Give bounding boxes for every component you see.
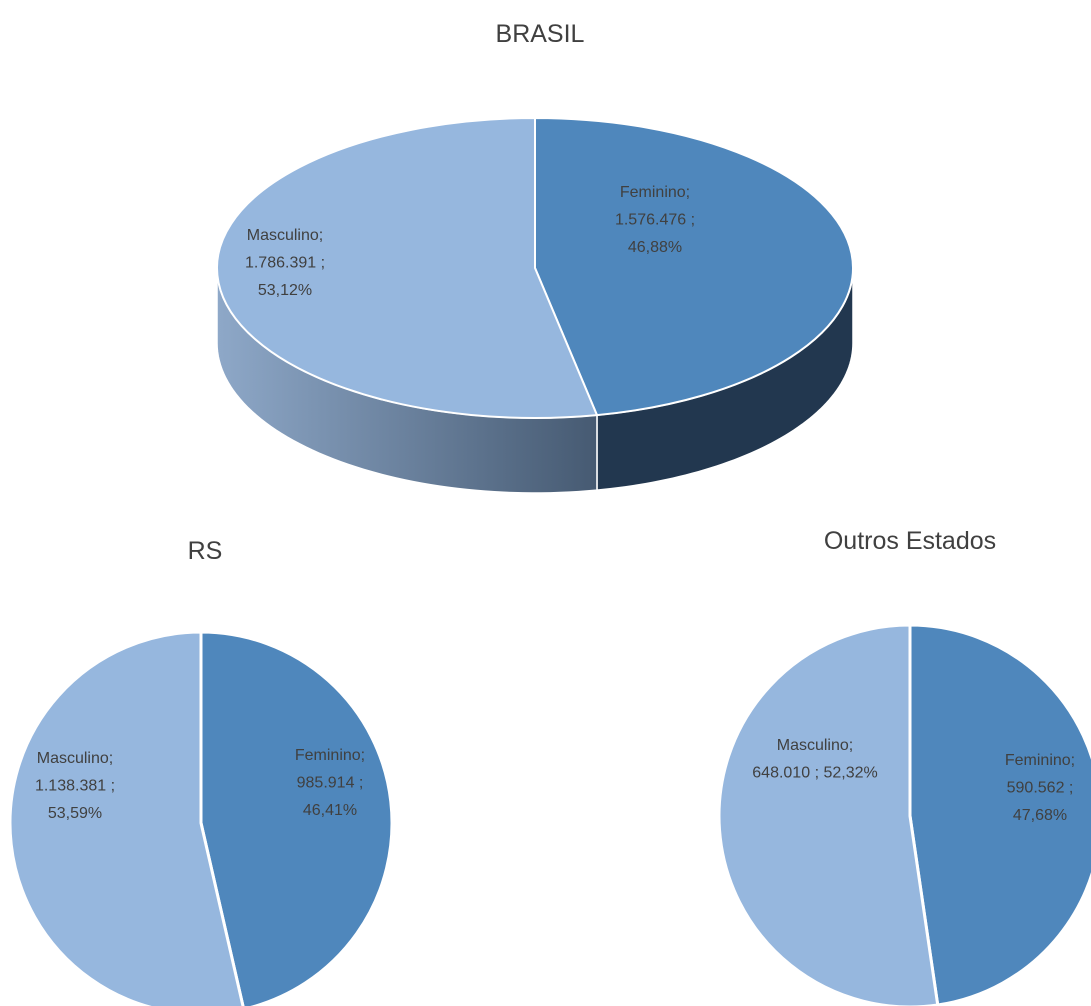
label-separator: ; — [691, 212, 695, 229]
label-line: Feminino; — [1005, 752, 1075, 769]
label-line: 53,59% — [48, 805, 102, 822]
pie-slice — [717, 623, 940, 1006]
label-separator: ; — [361, 747, 365, 764]
label-line: 53,12% — [258, 282, 312, 299]
label-separator: ; — [111, 778, 115, 795]
label-separator: ; — [1071, 752, 1075, 769]
label-separator: ; — [849, 737, 853, 754]
data-label: Masculino; 1.786.391 ; 53,12% — [245, 227, 325, 299]
label-value: 590.562 — [1007, 780, 1065, 797]
label-separator: ; — [321, 255, 325, 272]
label-percent: 46,41% — [303, 802, 357, 819]
label-line: 47,68% — [1013, 807, 1067, 824]
label-separator: ; — [686, 184, 690, 201]
label-category: Feminino — [620, 184, 686, 201]
label-value: 1.138.381 — [35, 778, 106, 795]
data-label: Feminino; 1.576.476 ; 46,88% — [615, 184, 695, 256]
label-line: 46,41% — [303, 802, 357, 819]
pie-slice — [199, 630, 394, 1006]
label-separator: ; — [319, 227, 323, 244]
label-separator: ; — [1069, 780, 1073, 797]
label-line: 590.562 ; — [1007, 780, 1074, 797]
label-category: Masculino — [247, 227, 319, 244]
label-line: Masculino; — [777, 737, 853, 754]
chart-title: BRASIL — [496, 20, 585, 48]
data-label: Feminino; 985.914 ; 46,41% — [295, 747, 365, 819]
label-line: 648.010 ; 52,32% — [752, 765, 877, 782]
label-separator: ; — [359, 775, 363, 792]
label-line: Masculino; — [247, 227, 323, 244]
label-value: 985.914 — [297, 775, 355, 792]
label-value: 1.786.391 — [245, 255, 316, 272]
label-line: 1.576.476 ; — [615, 212, 695, 229]
label-line: Feminino; — [620, 184, 690, 201]
label-category: Masculino — [777, 737, 849, 754]
label-line: 1.138.381 ; — [35, 778, 115, 795]
label-percent: 53,12% — [258, 282, 312, 299]
pie-slice — [216, 116, 599, 419]
label-value: 1.576.476 — [615, 212, 686, 229]
label-separator: ; — [815, 765, 819, 782]
pie-slice — [908, 623, 1091, 1006]
label-line: Feminino; — [295, 747, 365, 764]
pie-slice — [534, 116, 854, 417]
label-category: Feminino — [1005, 752, 1071, 769]
chart-title: Outros Estados — [824, 527, 996, 555]
data-label: Feminino; 590.562 ; 47,68% — [1005, 752, 1075, 824]
data-label: Masculino; 648.010 ; 52,32% — [752, 737, 877, 782]
pie-slice — [8, 630, 245, 1006]
label-line: 1.786.391 ; — [245, 255, 325, 272]
label-percent: 52,32% — [823, 765, 877, 782]
label-percent: 53,59% — [48, 805, 102, 822]
label-category: Feminino — [295, 747, 361, 764]
label-percent: 47,68% — [1013, 807, 1067, 824]
label-separator: ; — [109, 750, 113, 767]
label-percent: 46,88% — [628, 239, 682, 256]
data-label: Masculino; 1.138.381 ; 53,59% — [35, 750, 115, 822]
label-line: Masculino; — [37, 750, 113, 767]
label-category: Masculino — [37, 750, 109, 767]
chart-title: RS — [188, 537, 223, 565]
label-line: 46,88% — [628, 239, 682, 256]
label-value: 648.010 — [752, 765, 810, 782]
label-line: 985.914 ; — [297, 775, 364, 792]
